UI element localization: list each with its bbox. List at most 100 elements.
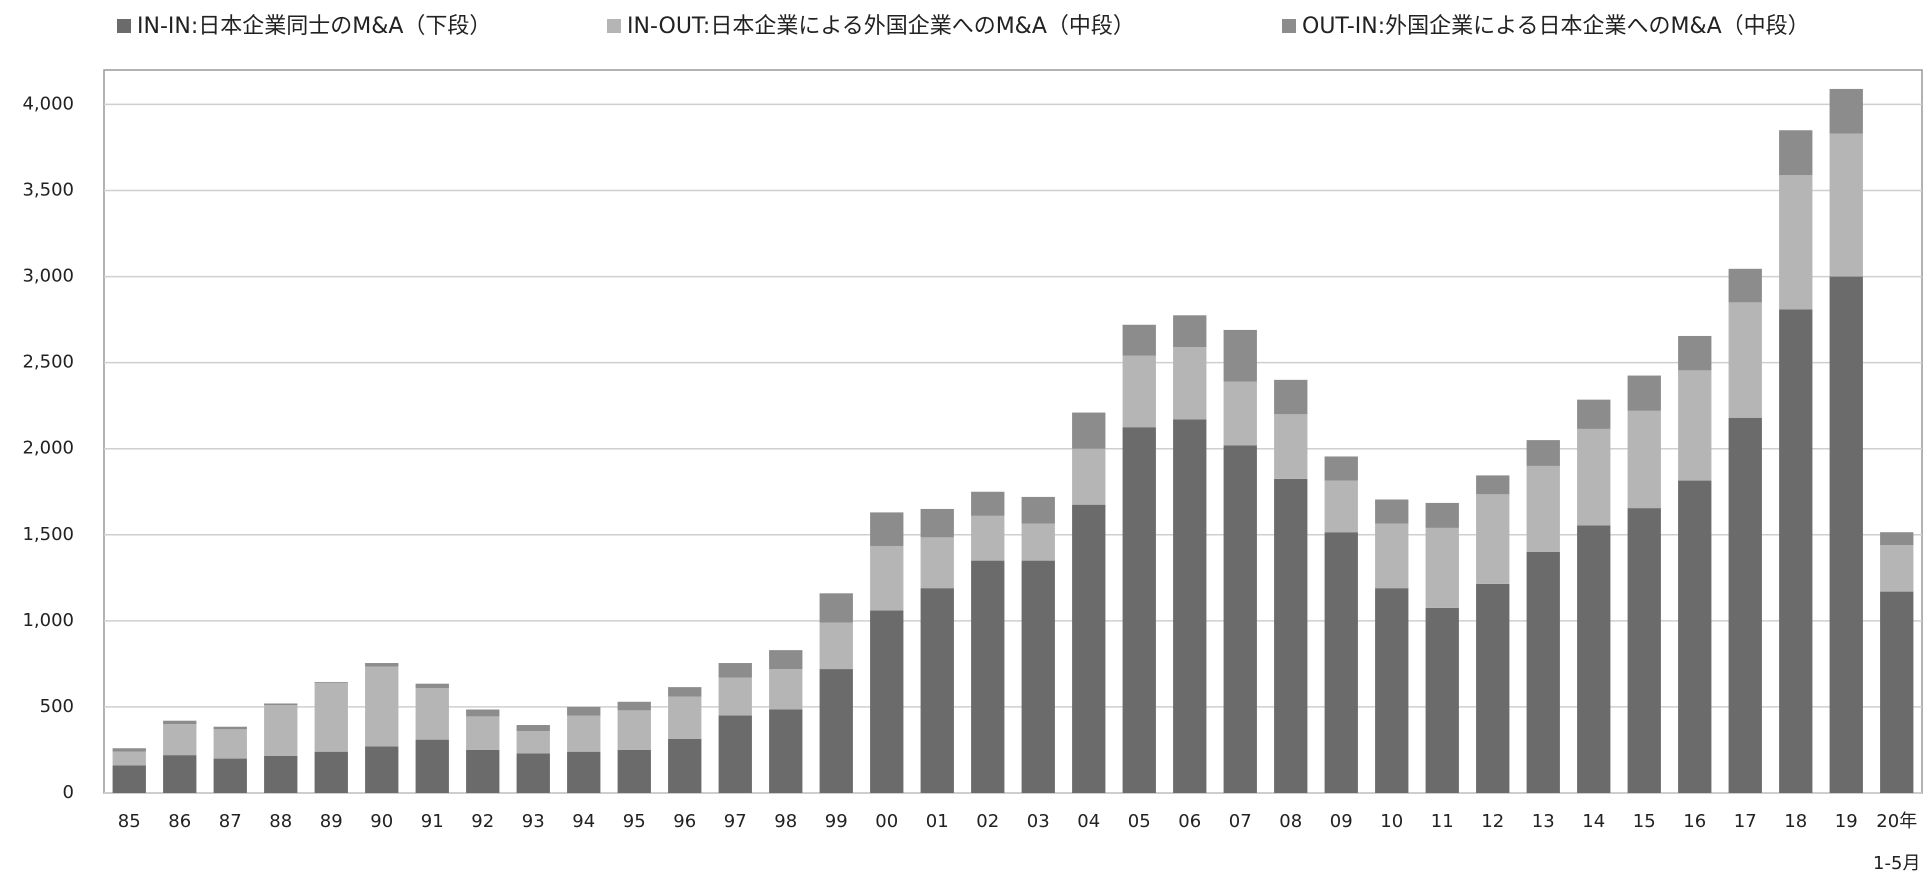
bar-segment bbox=[1173, 315, 1207, 348]
bar-segment bbox=[1274, 414, 1308, 479]
x-tick-label: 93 bbox=[522, 811, 545, 832]
x-tick-label: 13 bbox=[1532, 811, 1555, 832]
bar-segment bbox=[769, 650, 803, 670]
bar-segment bbox=[163, 724, 197, 756]
bar-segment bbox=[314, 682, 348, 752]
x-tick-label: 17 bbox=[1734, 811, 1757, 832]
bar-segment bbox=[1577, 428, 1611, 526]
x-tick-label: 16 bbox=[1683, 811, 1706, 832]
x-tick-label: 18 bbox=[1784, 811, 1807, 832]
bar-segment bbox=[466, 749, 500, 793]
x-tick-label: 20年 bbox=[1876, 811, 1917, 832]
x-tick-label: 85 bbox=[118, 811, 141, 832]
x-tick-label: 10 bbox=[1380, 811, 1403, 832]
bar-segment bbox=[1324, 456, 1358, 481]
x-tick-label: 98 bbox=[774, 811, 797, 832]
bar-segment bbox=[769, 709, 803, 793]
bar-segment bbox=[1829, 88, 1863, 134]
bar-segment bbox=[1678, 480, 1712, 793]
bar-segment bbox=[1324, 480, 1358, 533]
x-tick-label: 87 bbox=[219, 811, 242, 832]
bar-segment bbox=[1375, 523, 1409, 589]
x-tick-label: 01 bbox=[926, 811, 949, 832]
bar-segment bbox=[1728, 302, 1762, 418]
bar-segment bbox=[971, 515, 1005, 561]
bar-segment bbox=[617, 701, 651, 711]
x-tick-label: 92 bbox=[471, 811, 494, 832]
bar-segment bbox=[1122, 427, 1156, 793]
x-tick-label: 86 bbox=[168, 811, 191, 832]
x-tick-label: 94 bbox=[572, 811, 595, 832]
y-tick-label: 1,000 bbox=[22, 610, 74, 631]
bar-segment bbox=[112, 765, 146, 793]
x-tick-label: 00 bbox=[875, 811, 898, 832]
bar-segment bbox=[1072, 504, 1106, 793]
bar-segment bbox=[1021, 496, 1055, 524]
y-tick-label: 4,000 bbox=[22, 93, 74, 114]
bar-segment bbox=[1526, 552, 1560, 793]
bar-segment bbox=[617, 710, 651, 750]
y-tick-label: 3,000 bbox=[22, 266, 74, 287]
bar-segment bbox=[870, 610, 904, 793]
bar-segment bbox=[819, 622, 853, 670]
bar-segment bbox=[1375, 499, 1409, 524]
bar-segment bbox=[365, 746, 399, 793]
x-tick-label: 05 bbox=[1128, 811, 1151, 832]
bar-segment bbox=[819, 669, 853, 793]
bar-segment bbox=[567, 751, 601, 793]
x-tick-label: 06 bbox=[1178, 811, 1201, 832]
bar-segment bbox=[1173, 347, 1207, 420]
bar-segment bbox=[415, 739, 449, 793]
bar-segment bbox=[1526, 465, 1560, 552]
bar-segment bbox=[1072, 448, 1106, 505]
bar-segment bbox=[163, 720, 197, 725]
bar-segment bbox=[1526, 440, 1560, 466]
x-tick-label: 88 bbox=[269, 811, 292, 832]
bar-segment bbox=[213, 729, 247, 759]
bar-segment bbox=[1223, 381, 1257, 446]
y-tick-label: 2,000 bbox=[22, 438, 74, 459]
x-tick-label: 08 bbox=[1279, 811, 1302, 832]
x-tick-label: 07 bbox=[1229, 811, 1252, 832]
bar-segment bbox=[1223, 445, 1257, 793]
bar-segment bbox=[1476, 583, 1510, 793]
bar-segment bbox=[668, 696, 702, 739]
y-tick-label: 500 bbox=[40, 696, 74, 717]
bar-segment bbox=[1274, 478, 1308, 793]
legend-swatch bbox=[117, 19, 131, 33]
bar-segment bbox=[1173, 419, 1207, 793]
x-tick-label: 09 bbox=[1330, 811, 1353, 832]
bar-segment bbox=[920, 508, 954, 538]
bar-segment bbox=[567, 706, 601, 716]
bar-segment bbox=[567, 715, 601, 752]
bar-segment bbox=[971, 491, 1005, 516]
bar-segment bbox=[1728, 417, 1762, 793]
bar-segment bbox=[466, 716, 500, 750]
bar-segment bbox=[163, 755, 197, 793]
bar-segment bbox=[1779, 130, 1813, 176]
bar-segment bbox=[415, 683, 449, 688]
bar-segment bbox=[1829, 276, 1863, 794]
bar-segment bbox=[1577, 525, 1611, 793]
bar-segment bbox=[1274, 379, 1308, 415]
bar-segment bbox=[516, 731, 550, 754]
bar-segment bbox=[264, 755, 298, 793]
bar-segment bbox=[668, 738, 702, 793]
bar-segment bbox=[1728, 268, 1762, 303]
x-tick-label: 95 bbox=[623, 811, 646, 832]
bar-segment bbox=[1829, 133, 1863, 277]
x-tick-label: 97 bbox=[724, 811, 747, 832]
bar-segment bbox=[1577, 399, 1611, 429]
legend-label: IN-OUT:日本企業による外国企業へのM&A（中段） bbox=[627, 14, 1135, 39]
x-tick-label: 14 bbox=[1582, 811, 1605, 832]
x-tick-label: 02 bbox=[976, 811, 999, 832]
bar-segment bbox=[1627, 410, 1661, 509]
bar-segment bbox=[1072, 412, 1106, 449]
bar-segment bbox=[213, 726, 247, 730]
bar-segment bbox=[1779, 309, 1813, 793]
bar-segment bbox=[1324, 532, 1358, 793]
bar-segment bbox=[920, 537, 954, 589]
bar-segment bbox=[1122, 324, 1156, 356]
bar-segment bbox=[1223, 329, 1257, 382]
bar-segment bbox=[466, 709, 500, 717]
